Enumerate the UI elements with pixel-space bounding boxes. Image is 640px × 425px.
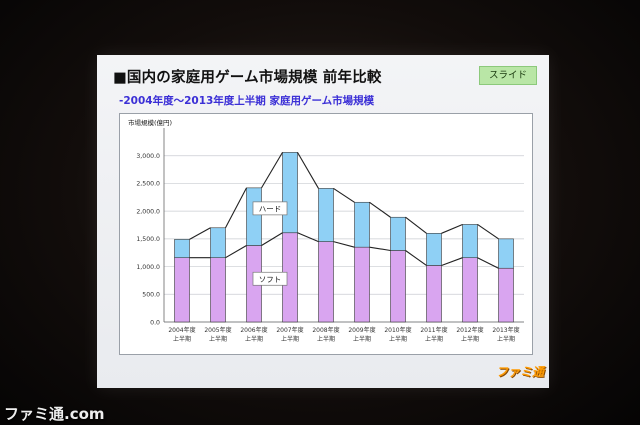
bar-hard: [462, 224, 478, 259]
total-connector-line: [261, 152, 283, 189]
x-tick-label: 2012年度: [456, 326, 483, 334]
bar-soft: [210, 257, 226, 323]
x-tick-label-sub: 上半期: [389, 335, 407, 343]
total-connector-line: [333, 187, 355, 203]
x-tick-label-sub: 上半期: [497, 335, 515, 343]
bar-hard: [426, 233, 442, 266]
x-tick-label: 2009年度: [348, 326, 375, 334]
bar-hard: [498, 238, 514, 269]
total-connector-line: [189, 227, 211, 240]
total-connector-line: [441, 223, 463, 234]
famitsu-logo: ファミ通: [495, 365, 544, 379]
soft-connector-line: [333, 241, 355, 248]
y-tick-label: 2,000.0: [136, 208, 160, 215]
soft-connector-line: [369, 246, 391, 252]
bar-soft: [498, 267, 514, 323]
y-axis-label: 市場規模(億円): [128, 118, 172, 127]
bar-hard: [390, 216, 406, 251]
y-tick-label: 1,500.0: [136, 236, 160, 243]
slide-title: ■国内の家庭用ゲーム市場規模 前年比較: [113, 70, 382, 86]
x-tick-label: 2005年度: [204, 326, 231, 334]
line-layer: [189, 152, 499, 269]
x-tick-label-sub: 上半期: [425, 335, 443, 343]
bar-layer: [174, 152, 514, 323]
y-tick-label: 2,500.0: [136, 181, 160, 188]
soft-connector-line: [405, 250, 427, 266]
x-tick-label-sub: 上半期: [245, 335, 263, 343]
x-tick-label-sub: 上半期: [209, 335, 227, 343]
bar-soft: [390, 250, 406, 323]
chart-panel: 市場規模(億円) 0.0 500.0 1,000.0 1,500.0 2,000.0 2,…: [119, 113, 533, 355]
y-tick-label: 1,000.0: [136, 264, 160, 271]
x-tick-label-sub: 上半期: [317, 335, 335, 343]
soft-connector-line: [225, 245, 247, 259]
soft-connector-line: [261, 232, 283, 246]
bar-hard: [282, 152, 298, 234]
y-tick-label: 500.0: [142, 292, 160, 299]
slide-badge: スライド: [479, 66, 537, 85]
annotation-soft-box: [252, 271, 288, 286]
bar-hard: [210, 227, 226, 259]
annotation-hard: ハード: [259, 204, 282, 213]
label-layer: 0.0 500.0 1,000.0 1,500.0 2,000.0 2,500.0 3,00…: [136, 153, 519, 343]
total-connector-line: [225, 187, 247, 229]
x-tick-label: 2007年度: [276, 326, 303, 334]
bar-soft: [354, 246, 370, 323]
soft-connector-line: [297, 232, 319, 243]
total-connector-line: [369, 201, 391, 218]
annotation-soft: ソフト: [259, 275, 282, 284]
x-tick-label-sub: 上半期: [461, 335, 479, 343]
soft-connector-line: [477, 257, 499, 269]
bar-hard: [354, 201, 370, 248]
x-tick-label-sub: 上半期: [281, 335, 299, 343]
x-tick-label-sub: 上半期: [353, 335, 371, 343]
x-tick-label: 2004年度: [168, 326, 195, 334]
y-tick-label: 3,000.0: [136, 153, 160, 160]
x-tick-label: 2011年度: [420, 326, 447, 334]
bar-hard: [174, 239, 190, 259]
bar-hard: [318, 188, 334, 242]
x-tick-label: 2006年度: [240, 326, 267, 334]
presentation-slide: ■国内の家庭用ゲーム市場規模 前年比較 スライド -2004年度～2013年度上…: [97, 55, 549, 388]
watermark: ファミ通.com: [4, 405, 105, 423]
total-connector-line: [405, 216, 427, 234]
bar-soft: [318, 241, 334, 323]
slide-subtitle: -2004年度～2013年度上半期 家庭用ゲーム市場規模: [119, 95, 375, 107]
total-connector-line: [297, 152, 319, 189]
bar-soft: [426, 265, 442, 323]
total-connector-line: [477, 223, 499, 240]
x-tick-label: 2010年度: [384, 326, 411, 334]
x-tick-label-sub: 上半期: [173, 335, 191, 343]
bar-hard: [246, 187, 262, 246]
bar-soft: [462, 257, 478, 323]
market-size-chart: 市場規模(億円) 0.0 500.0 1,000.0 1,500.0 2,000.0 2,…: [128, 118, 524, 343]
soft-connector-line: [441, 257, 463, 266]
annotation-hard-box: [252, 201, 288, 216]
bar-soft: [174, 257, 190, 323]
x-tick-label: 2008年度: [312, 326, 339, 334]
x-tick-label: 2013年度: [492, 326, 519, 334]
y-tick-label: 0.0: [150, 319, 160, 326]
